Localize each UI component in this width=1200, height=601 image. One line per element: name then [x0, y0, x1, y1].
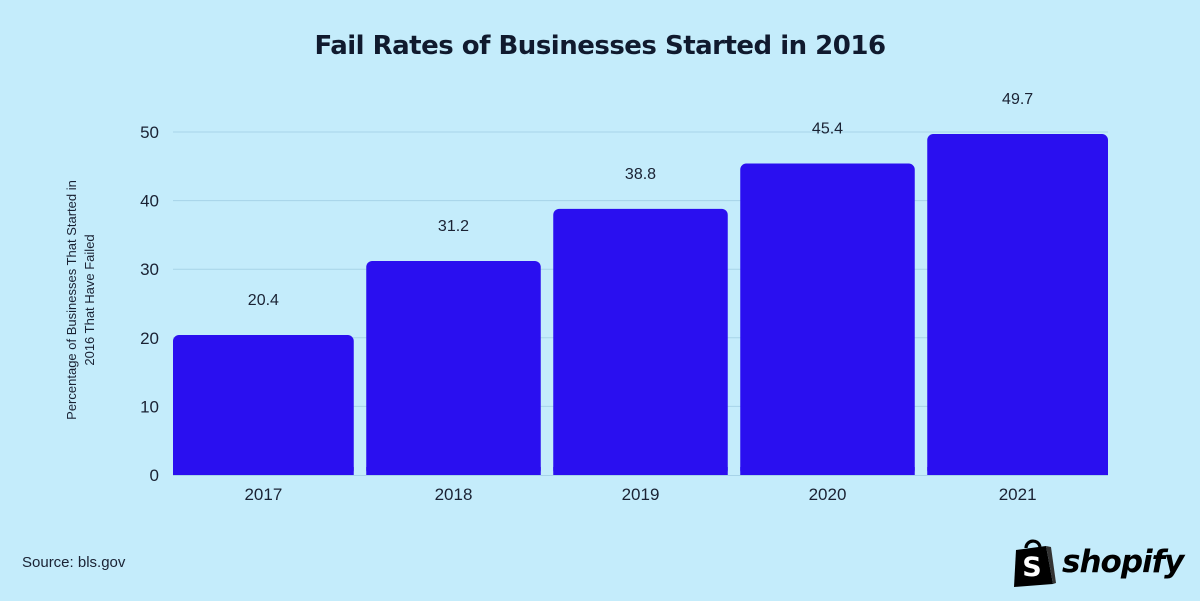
x-tick-label: 2019	[622, 485, 660, 504]
y-tick-label: 40	[140, 192, 159, 211]
y-tick-label: 50	[140, 123, 159, 142]
bar	[927, 134, 1108, 477]
data-label: 49.7	[1002, 91, 1033, 108]
bar	[740, 163, 915, 476]
y-tick-label: 10	[140, 397, 159, 416]
brand-wordmark: shopify	[1062, 544, 1184, 580]
shopify-bag-icon: S	[1014, 539, 1056, 587]
source-note: Source: bls.gov	[22, 554, 126, 571]
chart-title: Fail Rates of Businesses Started in 2016	[314, 31, 886, 61]
x-tick-label: 2017	[244, 485, 282, 504]
data-label: 31.2	[438, 218, 469, 235]
y-tick-label: 20	[140, 329, 159, 348]
y-tick-label: 0	[150, 466, 159, 485]
bar-base	[173, 467, 354, 476]
x-tick-label: 2021	[999, 485, 1037, 504]
data-label: 38.8	[625, 166, 656, 183]
bar-chart: 0 10 20 30 40 50 20.4 2017 31.2 2018 38.8 2019 45.4 2…	[64, 91, 1108, 504]
y-tick-label: 30	[140, 260, 159, 279]
bar-base	[553, 467, 728, 476]
data-label: 45.4	[812, 121, 843, 138]
bar	[366, 260, 541, 476]
bar	[173, 335, 354, 476]
x-tick-label: 2020	[809, 485, 847, 504]
y-axis-label: Percentage of Businesses That Started in…	[64, 180, 97, 420]
bar	[553, 208, 728, 476]
data-label: 20.4	[248, 292, 279, 309]
svg-text:S: S	[1022, 552, 1041, 583]
bar-base	[740, 467, 915, 476]
bar-base	[366, 467, 541, 476]
x-tick-label: 2018	[435, 485, 473, 504]
shopify-logo: S shopify	[1012, 538, 1187, 588]
y-axis-label-line: 2016 That Have Failed	[82, 234, 97, 365]
y-axis-label-line: Percentage of Businesses That Started in	[64, 180, 79, 420]
bar-base	[927, 467, 1108, 476]
